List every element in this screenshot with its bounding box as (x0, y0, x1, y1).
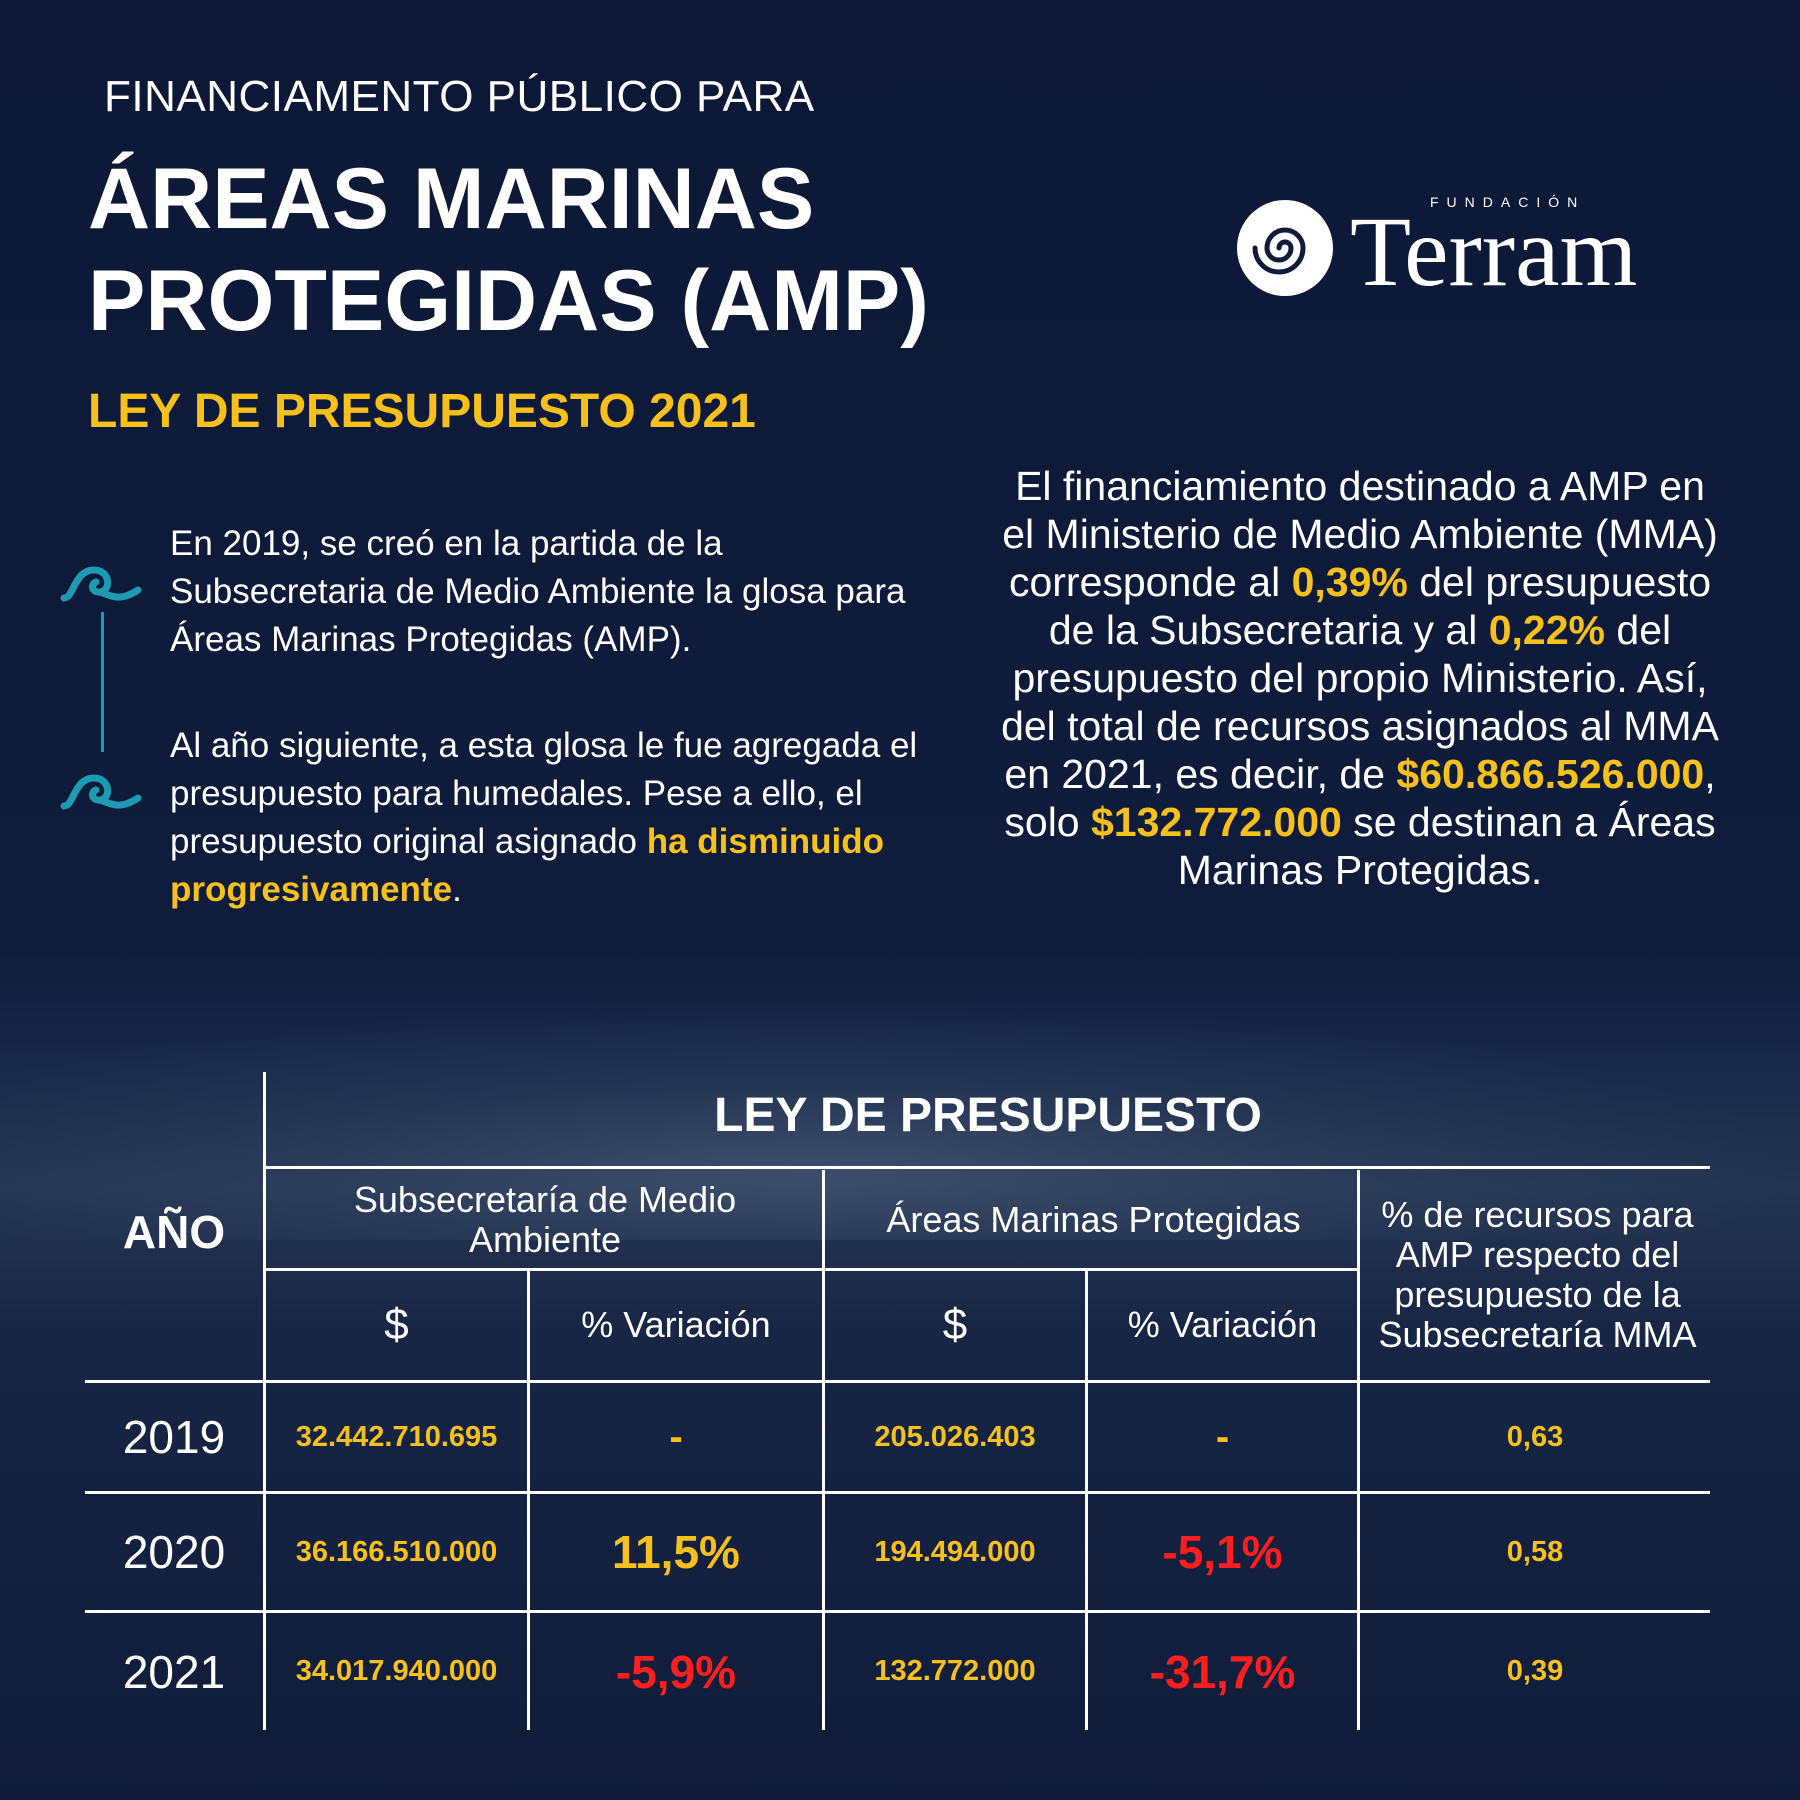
background-landscape (0, 1000, 1800, 1240)
page-title: ÁREAS MARINAS PROTEGIDAS (AMP) (88, 148, 929, 352)
amp-variation: - (1215, 1414, 1230, 1459)
amp-amount: 132.772.000 (874, 1655, 1036, 1687)
sub-variation: - (669, 1414, 683, 1459)
summary-text: El financiamiento destinado a AMP en el … (1001, 463, 1719, 893)
highlight-decrease: ha disminuido progresivamente (170, 822, 884, 909)
title-line-1: ÁREAS MARINAS (88, 151, 815, 247)
table-divider (263, 1072, 266, 1730)
pct-recursos: 0,58 (1506, 1535, 1564, 1568)
amp-amount: 194.494.000 (874, 1535, 1036, 1568)
table-row-year: 2020 (122, 1526, 226, 1578)
amp-amount: 205.026.403 (874, 1420, 1036, 1453)
highlight-amp-amount: $132.772.000 (1091, 799, 1342, 845)
highlight-pct-ministerio: 0,22% (1488, 607, 1605, 653)
header-sub-variation: % Variación (581, 1304, 771, 1345)
header-pct-recursos: % de recursos para AMP respecto del pres… (1378, 1194, 1697, 1355)
highlight-pct-subsecretaria: 0,39% (1291, 559, 1408, 605)
logo-wordmark: Terram (1350, 196, 1638, 307)
table-divider (263, 1166, 1710, 1169)
table-divider (263, 1268, 1357, 1271)
table-row-year: 2021 (122, 1645, 226, 1698)
table-divider (1357, 1170, 1360, 1730)
highlight-total-mma: $60.866.526.000 (1396, 751, 1705, 797)
amp-variation: -5,1% (1162, 1526, 1283, 1578)
header-amp: Áreas Marinas Protegidas (886, 1199, 1301, 1240)
sub-amount: 34.017.940.000 (295, 1655, 498, 1687)
title-line-2: PROTEGIDAS (AMP) (88, 253, 929, 349)
timeline-line (101, 612, 104, 752)
pre-title: FINANCIAMENTO PÚBLICO PARA (104, 72, 815, 121)
sub-amount: 36.166.510.000 (295, 1535, 498, 1568)
sub-variation: 11,5% (612, 1526, 740, 1578)
wave-icon (60, 774, 142, 810)
pct-recursos: 0,39 (1506, 1655, 1564, 1687)
header-subsecretaria: Subsecretaría de Medio Ambiente (353, 1179, 737, 1260)
paragraph-2020: Al año siguiente, a esta glosa le fue ag… (170, 726, 918, 909)
table-divider (822, 1170, 825, 1730)
spiral-icon (1237, 200, 1333, 296)
logo-fundacion: FUNDACIÓN (1430, 194, 1586, 210)
paragraph-2019: En 2019, se creó en la partida de la Sub… (170, 524, 906, 659)
header-amp-variation: % Variación (1127, 1304, 1318, 1345)
table-divider (85, 1491, 1710, 1494)
header-year: AÑO (122, 1206, 226, 1258)
table-row-year: 2019 (122, 1411, 226, 1463)
table-divider (85, 1380, 1710, 1383)
table-divider (1085, 1270, 1088, 1730)
wave-icon (60, 566, 142, 602)
sub-variation: -5,9% (615, 1645, 737, 1698)
table-divider (85, 1610, 1710, 1613)
pct-recursos: 0,63 (1506, 1420, 1564, 1453)
amp-variation: -31,7% (1149, 1645, 1296, 1698)
table-title: LEY DE PRESUPUESTO (714, 1088, 1262, 1142)
header-amp-money: $ (942, 1300, 968, 1349)
terram-logo: FUNDACIÓN Terram (1235, 194, 1665, 308)
sub-amount: 32.442.710.695 (295, 1420, 498, 1453)
subtitle: LEY DE PRESUPUESTO 2021 (88, 385, 756, 438)
header-sub-money: $ (384, 1300, 409, 1349)
table-divider (527, 1270, 530, 1730)
